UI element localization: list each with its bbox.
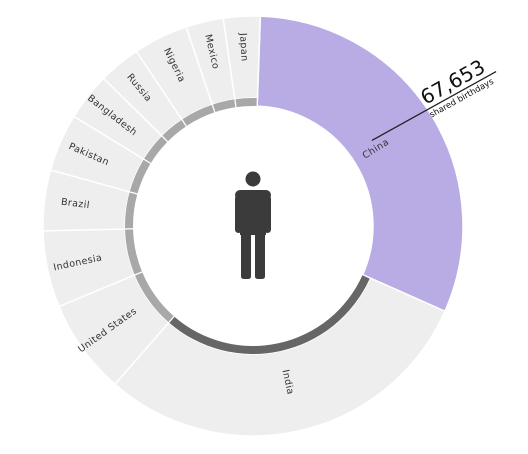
donut-segments [42, 15, 464, 437]
band-pakistan [129, 159, 151, 194]
person-icon [235, 171, 271, 279]
band-nigeria [182, 104, 215, 126]
label-japan: Japan [237, 32, 250, 62]
person-head [245, 171, 261, 187]
person-right-leg [255, 231, 265, 279]
person-right-arm [264, 195, 271, 233]
slice-china [256, 15, 464, 313]
band-russia [162, 119, 186, 142]
band-japan [235, 98, 257, 108]
band-indonesia [125, 229, 142, 275]
band-brazil [125, 192, 138, 229]
band-united-states [135, 272, 174, 323]
band-bangladesh [144, 136, 168, 163]
inner-band [125, 98, 370, 354]
person-left-leg [241, 231, 251, 279]
label-india: India [279, 369, 295, 396]
callout-leader-line [371, 71, 497, 141]
person-torso [240, 193, 266, 235]
person-left-arm [235, 195, 242, 233]
slice-india [113, 276, 446, 437]
label-brazil: Brazil [60, 197, 90, 211]
band-india [169, 275, 370, 354]
band-mexico [212, 99, 236, 113]
